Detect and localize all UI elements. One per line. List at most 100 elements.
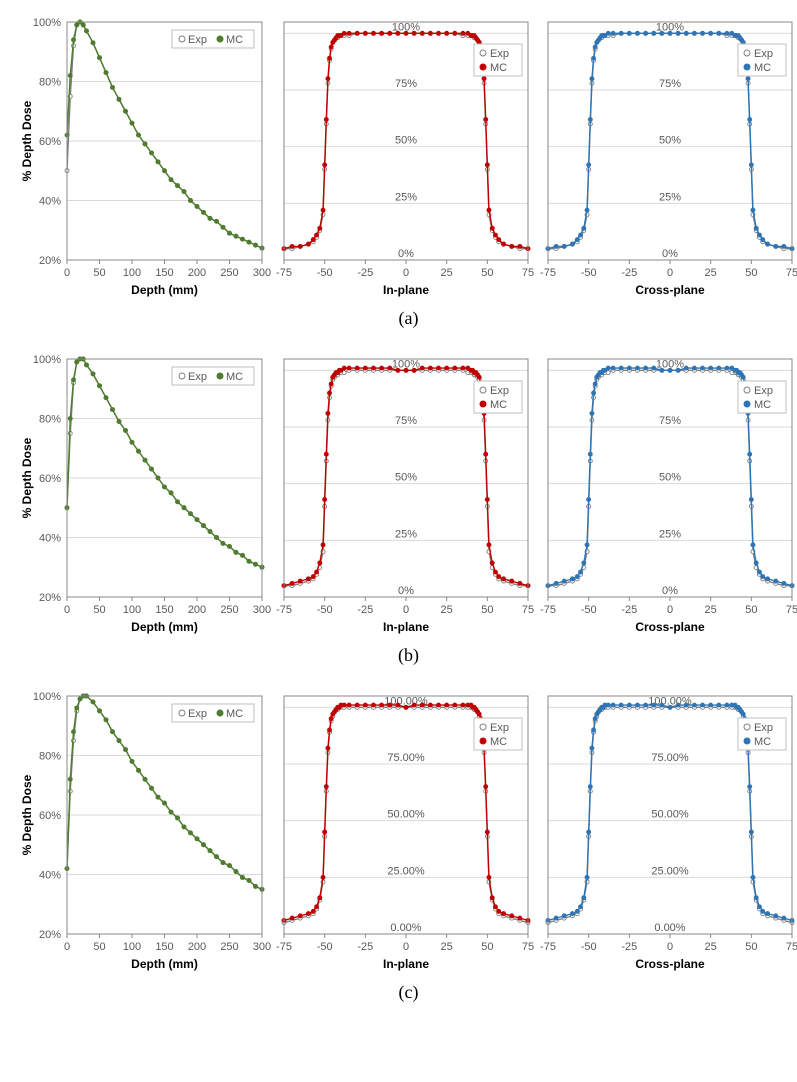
pdd-chart: 20%40%60%80%100%050100150200250300Depth …	[17, 684, 272, 974]
svg-text:75%: 75%	[659, 415, 681, 427]
svg-text:75: 75	[786, 267, 797, 279]
svg-text:Cross-plane: Cross-plane	[635, 620, 705, 634]
svg-text:25.00%: 25.00%	[651, 865, 689, 877]
svg-text:20%: 20%	[39, 929, 61, 941]
svg-text:250: 250	[220, 941, 238, 953]
svg-text:Exp: Exp	[188, 34, 207, 46]
svg-text:0.00%: 0.00%	[390, 922, 421, 934]
svg-text:Depth (mm): Depth (mm)	[131, 283, 198, 297]
svg-text:50%: 50%	[659, 135, 681, 147]
svg-text:0: 0	[667, 267, 673, 279]
svg-text:-25: -25	[621, 941, 637, 953]
svg-text:Exp: Exp	[754, 722, 773, 734]
svg-text:40%: 40%	[39, 870, 61, 882]
svg-text:-50: -50	[581, 941, 597, 953]
svg-text:Cross-plane: Cross-plane	[635, 957, 705, 971]
svg-text:60%: 60%	[39, 810, 61, 822]
chart-row: 20%40%60%80%100%050100150200250300Depth …	[10, 684, 797, 974]
svg-text:150: 150	[155, 267, 173, 279]
svg-text:75: 75	[522, 604, 534, 616]
svg-text:0%: 0%	[398, 248, 414, 260]
svg-text:-50: -50	[317, 941, 333, 953]
svg-text:0: 0	[64, 604, 70, 616]
svg-text:-25: -25	[621, 267, 637, 279]
svg-text:MC: MC	[754, 62, 771, 74]
svg-text:200: 200	[188, 604, 206, 616]
svg-text:In-plane: In-plane	[383, 957, 429, 971]
svg-text:-50: -50	[581, 604, 597, 616]
svg-text:250: 250	[220, 267, 238, 279]
svg-text:25%: 25%	[395, 191, 417, 203]
svg-text:0: 0	[64, 941, 70, 953]
svg-text:50%: 50%	[659, 472, 681, 484]
inplane-chart: 0%25%50%75%100%-75-50-250255075In-planeE…	[276, 10, 536, 300]
svg-text:75.00%: 75.00%	[651, 752, 689, 764]
svg-text:Depth (mm): Depth (mm)	[131, 620, 198, 634]
svg-text:250: 250	[220, 604, 238, 616]
svg-text:75%: 75%	[659, 78, 681, 90]
svg-text:100%: 100%	[33, 354, 61, 366]
svg-text:-50: -50	[581, 267, 597, 279]
inplane-chart: 0%25%50%75%100%-75-50-250255075In-planeE…	[276, 347, 536, 637]
svg-text:-25: -25	[357, 604, 373, 616]
svg-text:25: 25	[705, 604, 717, 616]
svg-text:50: 50	[745, 941, 757, 953]
inplane-chart: 0.00%25.00%50.00%75.00%100.00%-75-50-250…	[276, 684, 536, 974]
svg-text:-75: -75	[540, 941, 556, 953]
svg-text:25.00%: 25.00%	[387, 865, 425, 877]
subfigure-caption: (a)	[10, 308, 797, 329]
svg-text:MC: MC	[754, 399, 771, 411]
svg-text:-50: -50	[317, 604, 333, 616]
svg-text:0: 0	[403, 941, 409, 953]
svg-text:Exp: Exp	[188, 371, 207, 383]
svg-text:-25: -25	[357, 941, 373, 953]
svg-text:75.00%: 75.00%	[387, 752, 425, 764]
svg-text:50: 50	[481, 604, 493, 616]
svg-text:50%: 50%	[395, 472, 417, 484]
svg-text:25%: 25%	[659, 528, 681, 540]
svg-text:50: 50	[745, 604, 757, 616]
svg-text:50: 50	[745, 267, 757, 279]
svg-text:25: 25	[705, 267, 717, 279]
pdd-chart: 20%40%60%80%100%050100150200250300Depth …	[17, 10, 272, 300]
svg-text:100: 100	[123, 267, 141, 279]
svg-text:60%: 60%	[39, 136, 61, 148]
svg-text:40%: 40%	[39, 196, 61, 208]
svg-text:200: 200	[188, 267, 206, 279]
svg-text:MC: MC	[226, 371, 243, 383]
svg-text:In-plane: In-plane	[383, 283, 429, 297]
svg-text:Cross-plane: Cross-plane	[635, 283, 705, 297]
svg-text:0.00%: 0.00%	[654, 922, 685, 934]
svg-text:20%: 20%	[39, 255, 61, 267]
svg-text:75: 75	[786, 941, 797, 953]
svg-text:Exp: Exp	[490, 722, 509, 734]
svg-text:0%: 0%	[662, 585, 678, 597]
svg-text:Exp: Exp	[754, 48, 773, 60]
svg-text:0: 0	[403, 604, 409, 616]
svg-text:Exp: Exp	[490, 385, 509, 397]
svg-text:75: 75	[522, 267, 534, 279]
svg-text:50: 50	[93, 267, 105, 279]
svg-text:% Depth Dose: % Depth Dose	[20, 774, 34, 855]
svg-text:% Depth Dose: % Depth Dose	[20, 437, 34, 518]
crossplane-chart: 0.00%25.00%50.00%75.00%100.00%-75-50-250…	[540, 684, 797, 974]
svg-text:MC: MC	[490, 62, 507, 74]
svg-text:25%: 25%	[395, 528, 417, 540]
svg-text:100%: 100%	[33, 17, 61, 29]
svg-text:-75: -75	[276, 604, 292, 616]
svg-text:0%: 0%	[662, 248, 678, 260]
svg-text:Exp: Exp	[188, 708, 207, 720]
svg-text:80%: 80%	[39, 751, 61, 763]
svg-text:0: 0	[667, 941, 673, 953]
chart-row: 20%40%60%80%100%050100150200250300Depth …	[10, 10, 797, 300]
svg-text:-75: -75	[276, 941, 292, 953]
svg-text:50: 50	[481, 267, 493, 279]
svg-text:-75: -75	[540, 604, 556, 616]
svg-text:50.00%: 50.00%	[387, 809, 425, 821]
svg-text:MC: MC	[754, 736, 771, 748]
chart-row: 20%40%60%80%100%050100150200250300Depth …	[10, 347, 797, 637]
svg-text:50: 50	[93, 604, 105, 616]
subfigure-caption: (b)	[10, 645, 797, 666]
svg-text:MC: MC	[226, 708, 243, 720]
svg-text:80%: 80%	[39, 77, 61, 89]
